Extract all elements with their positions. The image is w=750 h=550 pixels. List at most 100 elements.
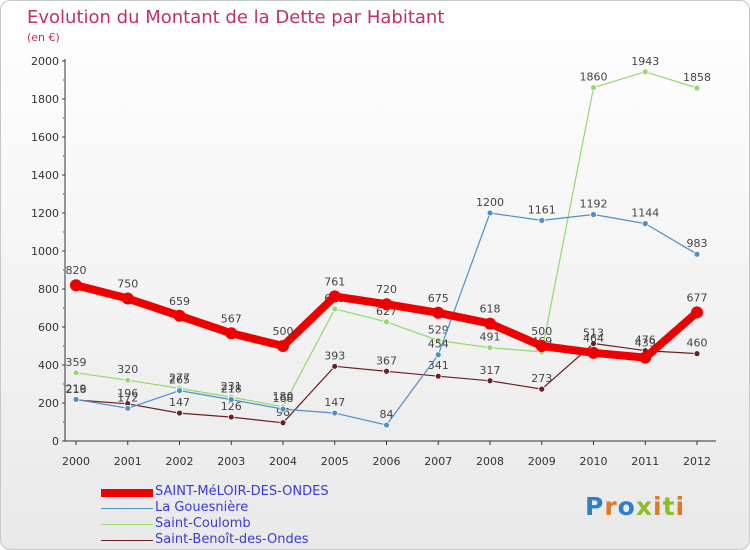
legend-swatch [101, 489, 153, 497]
data-label: 147 [169, 396, 190, 409]
y-tick-label: 600 [38, 321, 59, 334]
data-point [434, 337, 442, 344]
proxiti-logo: Proxiti [585, 492, 685, 521]
data-label: 500 [273, 325, 294, 338]
data-point [432, 306, 445, 319]
x-tick-label: 2010 [580, 455, 608, 468]
data-point [639, 351, 652, 364]
data-point [124, 376, 132, 384]
data-label: 476 [635, 334, 656, 347]
data-label: 1858 [683, 71, 711, 84]
data-point [484, 317, 496, 330]
logo-letter: x [635, 492, 653, 521]
data-label: 1192 [580, 198, 608, 211]
chart-subtitle: (en €) [27, 31, 60, 44]
data-label: 231 [221, 380, 242, 393]
data-point [279, 419, 287, 427]
chart-title: Evolution du Montant de la Dette par Hab… [27, 7, 445, 28]
legend-label: SAINT-MéLOIR-DES-ONDES [155, 484, 329, 499]
data-point [227, 396, 235, 403]
x-tick-label: 2003 [217, 455, 245, 468]
data-point [486, 344, 494, 352]
data-point [641, 220, 649, 228]
y-tick-label: 400 [38, 359, 59, 372]
data-point [693, 84, 701, 92]
data-point [486, 209, 494, 217]
logo-letter: P [585, 492, 605, 521]
data-label: 1860 [580, 71, 608, 84]
x-tick-label: 2008 [476, 455, 504, 468]
data-point [331, 409, 339, 417]
logo-letter: o [617, 492, 636, 521]
x-tick-label: 2012 [683, 455, 711, 468]
logo-letter: i [675, 492, 686, 521]
data-point [434, 372, 442, 380]
data-label: 464 [583, 332, 604, 345]
data-label: 820 [66, 264, 87, 277]
data-point [691, 306, 703, 319]
y-tick-label: 1400 [31, 169, 59, 182]
data-label: 84 [380, 408, 394, 421]
data-label: 439 [635, 337, 656, 350]
data-label: 265 [169, 374, 190, 387]
legend-label: Saint-Coulomb [155, 516, 251, 531]
data-label: 219 [66, 382, 87, 395]
y-tick-label: 1600 [31, 131, 59, 144]
data-point [279, 405, 287, 413]
data-point [70, 279, 82, 292]
data-label: 1144 [631, 207, 659, 220]
data-label: 1200 [476, 196, 504, 209]
y-tick-label: 0 [52, 435, 59, 448]
data-point [225, 327, 238, 340]
y-tick-label: 2000 [31, 55, 59, 68]
data-point [227, 413, 235, 421]
data-label: 761 [324, 275, 345, 288]
data-point [590, 211, 597, 218]
data-label: 454 [428, 338, 449, 351]
x-tick-label: 2011 [631, 455, 659, 468]
data-point [590, 84, 597, 91]
data-point [121, 292, 134, 305]
y-tick-label: 1000 [31, 245, 59, 258]
data-label: 491 [480, 331, 501, 344]
data-label: 720 [376, 283, 397, 296]
data-label: 677 [687, 291, 708, 304]
x-tick-label: 2001 [114, 455, 142, 468]
data-point [277, 340, 289, 352]
x-tick-label: 2006 [373, 455, 401, 468]
data-label: 567 [221, 312, 242, 325]
legend-swatch [101, 524, 153, 525]
data-point [434, 351, 442, 359]
data-point [693, 250, 701, 258]
data-point [380, 298, 393, 311]
data-label: 1943 [631, 55, 659, 68]
x-tick-label: 2004 [269, 455, 297, 468]
data-label: 172 [117, 391, 138, 404]
data-point [587, 346, 600, 359]
y-tick-label: 1800 [31, 93, 59, 106]
data-label: 216 [66, 383, 87, 396]
y-tick-label: 200 [38, 397, 59, 410]
data-label: 277 [169, 371, 190, 384]
data-point [590, 340, 597, 347]
data-label: 180 [273, 390, 294, 403]
x-tick-label: 2002 [166, 455, 194, 468]
data-point [331, 305, 339, 313]
data-label: 359 [66, 356, 87, 369]
x-tick-label: 2000 [62, 455, 90, 468]
data-label: 320 [117, 363, 138, 376]
data-label: 317 [480, 364, 501, 377]
data-label: 750 [117, 278, 138, 291]
x-tick-label: 2007 [424, 455, 452, 468]
data-point [383, 318, 390, 326]
x-tick-label: 2009 [528, 455, 556, 468]
y-tick-label: 800 [38, 283, 59, 296]
data-label: 618 [480, 303, 501, 316]
data-point [538, 385, 546, 393]
data-point [72, 395, 80, 403]
logo-letter: r [604, 492, 618, 521]
data-label: 529 [428, 323, 449, 336]
legend-label: Saint-Benoît-des-Ondes [155, 532, 309, 547]
data-point [486, 377, 494, 385]
